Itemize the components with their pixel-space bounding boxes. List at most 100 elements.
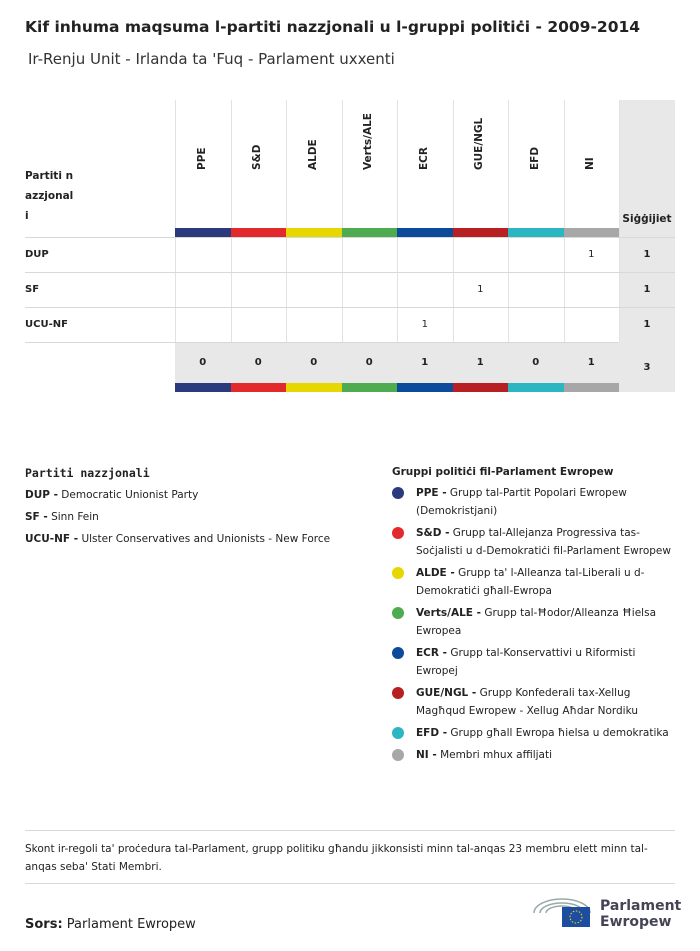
legend-item: ECR - Grupp tal-Konservattivi u Riformis… — [392, 644, 677, 680]
source-text: Parlament Ewropew — [66, 917, 196, 932]
color-bar — [452, 383, 508, 392]
color-bar — [397, 383, 453, 392]
legend-text: Ulster Conservatives and Unionists - New… — [81, 533, 331, 545]
column-divider — [341, 100, 343, 342]
title: Kif inhuma maqsuma l-partiti nazzjonali … — [25, 18, 641, 36]
legend-item: SF - Sinn Fein — [25, 508, 365, 526]
legend-item: DUP - Democratic Unionist Party — [25, 486, 365, 504]
cell-value: 1 — [588, 249, 595, 260]
color-bar — [397, 228, 453, 237]
color-bar — [175, 383, 231, 392]
legend-item: S&D - Grupp tal-Allejanza Progressiva ta… — [392, 524, 677, 560]
logo-line: Parlament — [600, 898, 682, 914]
legend-text: Grupp tal-Allejanza Progressiva tas-Soċj… — [416, 527, 671, 557]
legend-item: ALDE - Grupp ta' l-Alleanza tal-Liberali… — [392, 564, 677, 600]
group-header: S&D — [251, 144, 264, 170]
group-header: ALDE — [306, 139, 319, 170]
subtitle: Ir-Renju Unit - Irlanda ta 'Fuq - Parlam… — [28, 50, 395, 68]
legend-item: UCU-NF - Ulster Conservatives and Unioni… — [25, 530, 365, 548]
legend-text: Grupp tal-Konservattivi u Riformisti Ewr… — [416, 647, 636, 677]
legend-text: Membri mhux affiljati — [440, 749, 553, 761]
legend-text: Grupp ta' l-Alleanza tal-Liberali u d-De… — [416, 567, 645, 597]
source: Sors: Parlament Ewropew — [25, 917, 196, 932]
column-divider — [563, 100, 565, 342]
column-total: 0 — [365, 356, 373, 368]
column-divider — [175, 100, 176, 342]
row-divider — [25, 237, 675, 238]
party-name: UCU-NF — [25, 319, 68, 330]
legend-abbr: SF - — [25, 511, 48, 523]
column-divider — [508, 100, 509, 342]
color-bar — [286, 383, 342, 392]
cell-value: 1 — [421, 319, 428, 330]
legend-dot — [392, 527, 404, 539]
column-divider — [397, 100, 398, 342]
color-bar — [175, 228, 231, 237]
legend-abbr: GUE/NGL - — [416, 687, 477, 699]
column-total: 1 — [421, 356, 429, 368]
legend-text: Democratic Unionist Party — [61, 489, 199, 501]
legend-text: Grupp tal-Ħodor/Alleanza Ħielsa Ewropea — [416, 607, 656, 637]
column-total: 0 — [532, 356, 540, 368]
color-bar — [230, 383, 286, 392]
legend-abbr: Verts/ALE - — [416, 607, 481, 619]
column-divider — [452, 100, 454, 342]
legend-item: GUE/NGL - Grupp Konfederali tax-Xellug M… — [392, 684, 677, 720]
column-total: 1 — [587, 356, 595, 368]
logo-icon — [533, 898, 591, 927]
row-total: 1 — [643, 319, 651, 330]
legend-item: Verts/ALE - Grupp tal-Ħodor/Alleanza Ħie… — [392, 604, 677, 640]
row-total: 1 — [643, 249, 651, 260]
legend-dot — [392, 487, 404, 499]
legend-dot — [392, 607, 404, 619]
group-header: ECR — [417, 147, 430, 170]
color-bar — [452, 228, 508, 237]
color-bar — [341, 228, 397, 237]
legend-abbr: S&D - — [416, 527, 450, 539]
column-divider — [619, 100, 620, 342]
column-total: 1 — [476, 356, 484, 368]
row-total: 1 — [643, 284, 651, 295]
total-header: Siġġijiet — [622, 213, 672, 225]
column-total: 0 — [199, 356, 207, 368]
legend-abbr: UCU-NF - — [25, 533, 79, 545]
legend-text: Grupp tal-Partit Popolari Ewropew (Demok… — [416, 487, 627, 517]
color-bar — [563, 228, 619, 237]
note: Skont ir-regoli ta' proċedura tal-Parlam… — [25, 843, 648, 873]
legend-item: NI - Membri mhux affiljati — [392, 746, 677, 764]
groups-legend: Gruppi politiċi fil-Parlament Ewropew PPE… — [392, 466, 677, 768]
column-divider — [230, 100, 232, 342]
legend-dot — [392, 749, 404, 761]
legend-abbr: ALDE - — [416, 567, 455, 579]
legend-dot — [392, 647, 404, 659]
grand-total: 3 — [643, 361, 651, 373]
row-divider — [25, 307, 675, 308]
column-total: 0 — [254, 356, 262, 368]
color-bar — [286, 228, 342, 237]
logo-text: Parlament Ewropew — [600, 898, 681, 930]
party-name: SF — [25, 284, 40, 295]
legend-abbr: PPE - — [416, 487, 447, 499]
group-header: EFD — [528, 146, 541, 170]
color-bar — [508, 228, 564, 237]
legend-title: Gruppi politiċi fil-Parlament Ewropew — [392, 466, 614, 478]
column-total: 0 — [310, 356, 318, 368]
group-header: NI — [584, 157, 597, 170]
divider — [25, 830, 675, 831]
group-header: Verts/ALE — [362, 113, 375, 170]
source-label: Sors: — [25, 917, 63, 932]
group-header: PPE — [195, 147, 208, 170]
cell-value: 1 — [477, 284, 484, 295]
color-bar — [341, 383, 397, 392]
legend-text: Sinn Fein — [51, 511, 99, 523]
legend-abbr: EFD - — [416, 727, 448, 739]
corner-header: Partiti nazzjonali — [25, 170, 74, 222]
color-bar — [230, 228, 286, 237]
legend-abbr: NI - — [416, 749, 437, 761]
parties-legend: Partiti nazzjonali DUP - Democratic Union… — [25, 466, 365, 552]
party-name: DUP — [25, 249, 49, 260]
legend-item: PPE - Grupp tal-Partit Popolari Ewropew … — [392, 484, 677, 520]
group-header: GUE/NGL — [473, 117, 486, 170]
legend-text: Grupp għall Ewropa ħielsa u demokratika — [450, 727, 669, 739]
